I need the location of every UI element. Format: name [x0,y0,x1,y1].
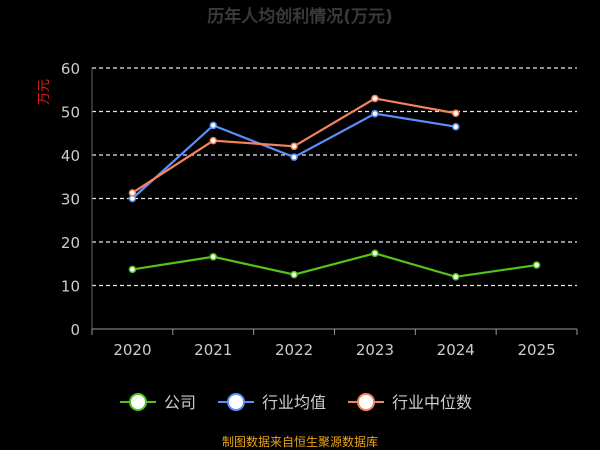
data-point [209,121,217,130]
chart-title: 历年人均创利情况(万元) [207,6,393,27]
data-point [128,189,137,197]
data-point [452,273,460,281]
series-2 [128,94,460,197]
data-point [371,109,379,118]
y-tick-label: 50 [61,104,80,122]
data-point [290,270,298,279]
legend-item-1: 行业均值 [218,393,326,412]
data-point [209,136,217,145]
x-tick-label: 2025 [517,341,555,359]
data-point [452,109,460,117]
data-point [371,249,379,258]
y-tick-label: 10 [61,278,80,296]
legend-marker [227,393,245,411]
y-axis-label: 万元 [37,79,52,105]
x-tick-label: 2023 [356,341,394,359]
y-tick-label: 40 [61,147,80,165]
data-point [371,94,379,103]
data-point [290,153,298,161]
legend-item-0: 公司 [120,393,196,412]
legend-label: 公司 [164,393,196,412]
data-point [532,261,541,269]
grid-layer [92,67,577,287]
data-point [452,122,460,131]
data-point [290,142,298,151]
x-tick-label: 2020 [113,341,151,359]
legend: 公司 行业均值 行业中位数 [120,393,472,412]
data-point [128,265,137,274]
source-note: 制图数据来自恒生聚源数据库 [222,434,378,449]
legend-marker [357,393,375,411]
series-1 [128,109,460,203]
x-tick-label: 2022 [275,341,313,359]
y-tick-label: 60 [61,60,80,78]
x-tick-label: 2024 [437,341,475,359]
x-tick-label: 2021 [194,341,232,359]
series-0 [128,249,541,281]
series-line [132,252,537,278]
data-point [209,253,217,261]
legend-label: 行业中位数 [392,393,472,412]
legend-label: 行业均值 [262,393,326,412]
legend-marker [129,393,147,411]
y-tick-label: 20 [61,234,80,252]
series-layer [128,94,541,281]
y-tick-label: 0 [70,321,80,339]
y-tick-label: 30 [61,191,80,209]
axis-layer: 0 10 20 30 40 50 60 2020 2021 2022 2023 2024 2025 [61,60,578,359]
legend-item-2: 行业中位数 [348,393,472,412]
